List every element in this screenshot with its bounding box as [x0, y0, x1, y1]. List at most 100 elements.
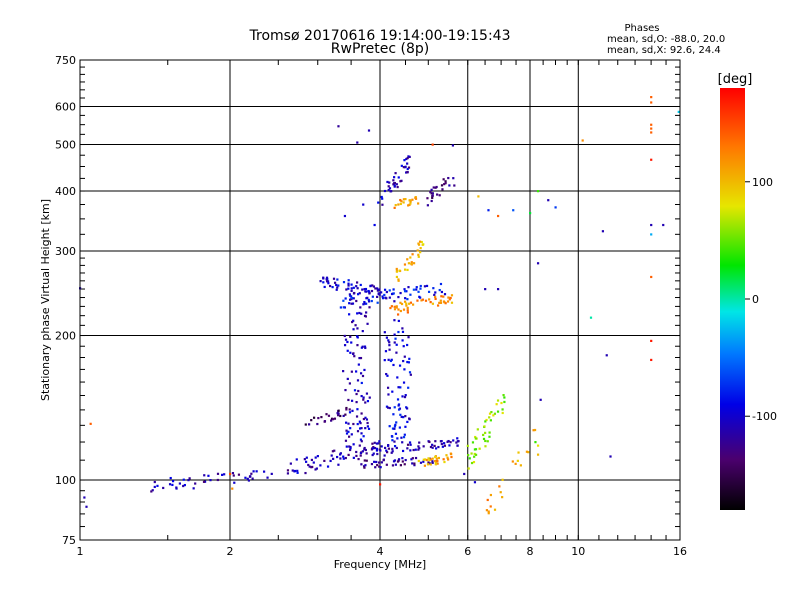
data-point [150, 490, 153, 493]
data-point [447, 439, 450, 443]
data-point [446, 456, 449, 459]
data-point [496, 214, 500, 218]
data-point [410, 458, 413, 461]
data-point [514, 462, 517, 465]
data-point [156, 484, 159, 487]
data-point [408, 357, 411, 360]
data-point [349, 351, 352, 354]
data-point [383, 331, 386, 334]
data-point [418, 441, 421, 444]
data-point [182, 478, 185, 481]
data-point [536, 190, 540, 193]
data-point [650, 275, 653, 279]
data-point [501, 411, 504, 415]
data-point [444, 180, 447, 183]
data-point [330, 419, 333, 422]
data-point [650, 158, 653, 161]
data-point [417, 445, 420, 448]
data-point [402, 436, 406, 439]
data-point [440, 439, 443, 443]
data-point [399, 413, 402, 416]
data-point [352, 422, 355, 426]
data-point [348, 445, 351, 448]
data-point [489, 505, 492, 508]
colorbar-tick-label: -100 [752, 410, 777, 423]
data-point [350, 433, 353, 436]
data-point [362, 396, 365, 399]
data-point [361, 330, 364, 333]
data-point [383, 293, 386, 297]
data-point [467, 467, 470, 470]
data-point [390, 358, 393, 361]
data-point [407, 386, 410, 389]
data-point [442, 458, 445, 461]
data-point [359, 422, 362, 425]
data-point [373, 223, 376, 227]
data-point [408, 371, 412, 374]
data-point [388, 425, 391, 428]
data-point [365, 418, 369, 421]
data-point [370, 462, 374, 466]
data-point [410, 261, 413, 264]
data-point [380, 195, 383, 199]
data-point [386, 451, 389, 454]
data-point [422, 460, 425, 463]
data-point [406, 343, 409, 347]
data-point [431, 460, 434, 463]
data-point [501, 408, 504, 411]
data-point [453, 184, 456, 187]
data-point [438, 301, 441, 304]
data-point [337, 409, 340, 412]
data-point [358, 292, 361, 295]
data-point [650, 101, 653, 104]
data-point [390, 451, 393, 454]
data-point [363, 448, 366, 451]
data-point [484, 431, 487, 434]
data-point [384, 296, 387, 299]
data-point [419, 247, 422, 250]
data-point [335, 283, 338, 287]
data-point [337, 284, 340, 287]
data-point [413, 464, 416, 467]
data-point [407, 336, 410, 339]
phase-legend-x: mean, sd,X: 92.6, 24.4 [607, 45, 721, 56]
data-point [375, 449, 379, 452]
data-point [354, 324, 357, 327]
data-point [336, 455, 339, 459]
data-point [367, 289, 370, 293]
data-point [371, 453, 374, 457]
data-point [355, 392, 358, 396]
data-point [356, 422, 359, 426]
data-point [400, 302, 404, 306]
data-point [348, 382, 351, 385]
data-point [399, 202, 402, 206]
data-point [364, 401, 367, 404]
data-point [399, 198, 402, 202]
data-point [409, 449, 412, 452]
data-point [398, 269, 401, 272]
data-point [473, 481, 477, 484]
data-point [433, 444, 436, 448]
data-point [396, 185, 399, 189]
data-point [312, 461, 315, 464]
data-point [422, 458, 425, 461]
data-point [400, 415, 403, 418]
data-point [662, 223, 665, 227]
data-point [434, 295, 437, 299]
data-point [409, 443, 412, 446]
data-point [406, 360, 409, 364]
data-point [326, 465, 330, 468]
data-point [466, 444, 469, 447]
data-point [424, 299, 428, 302]
data-point [350, 302, 353, 305]
data-point [434, 291, 437, 294]
data-point [368, 291, 371, 295]
data-point [416, 299, 419, 302]
data-point [418, 240, 422, 243]
data-point [358, 356, 361, 360]
data-point [327, 282, 330, 285]
data-point [366, 425, 369, 428]
data-point [384, 350, 388, 353]
data-point [419, 251, 422, 254]
